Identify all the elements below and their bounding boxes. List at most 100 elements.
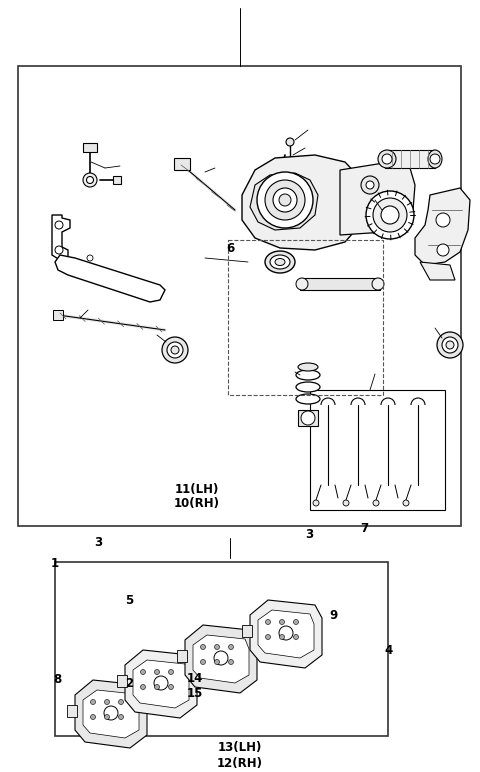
- Circle shape: [105, 699, 109, 705]
- Bar: [385, 150, 435, 168]
- Text: 7: 7: [361, 523, 369, 535]
- Polygon shape: [415, 188, 470, 265]
- Circle shape: [215, 645, 219, 649]
- Circle shape: [442, 337, 458, 353]
- Circle shape: [286, 138, 294, 146]
- Polygon shape: [133, 660, 189, 708]
- Circle shape: [91, 715, 96, 720]
- Circle shape: [168, 669, 173, 675]
- Polygon shape: [340, 162, 415, 235]
- Circle shape: [293, 619, 299, 625]
- Circle shape: [293, 635, 299, 639]
- Circle shape: [382, 154, 392, 164]
- Circle shape: [279, 635, 285, 639]
- Circle shape: [279, 194, 291, 206]
- Circle shape: [214, 651, 228, 665]
- Circle shape: [279, 626, 293, 640]
- Circle shape: [162, 337, 188, 363]
- Circle shape: [228, 645, 233, 649]
- Circle shape: [228, 659, 233, 665]
- Circle shape: [372, 278, 384, 290]
- Text: 10(RH): 10(RH): [174, 497, 220, 510]
- Circle shape: [430, 154, 440, 164]
- Circle shape: [104, 706, 118, 720]
- Circle shape: [366, 181, 374, 189]
- Bar: [83, 143, 97, 152]
- Circle shape: [265, 619, 271, 625]
- Bar: [177, 650, 187, 662]
- Circle shape: [167, 342, 183, 358]
- Bar: [276, 178, 284, 184]
- Ellipse shape: [428, 150, 442, 168]
- Circle shape: [171, 346, 179, 354]
- Circle shape: [201, 645, 205, 649]
- Text: 12(RH): 12(RH): [217, 757, 263, 770]
- Ellipse shape: [296, 394, 320, 404]
- Circle shape: [155, 669, 159, 675]
- Circle shape: [437, 332, 463, 358]
- Circle shape: [265, 180, 305, 220]
- Circle shape: [275, 170, 285, 180]
- Circle shape: [382, 215, 388, 221]
- Polygon shape: [250, 600, 322, 668]
- Bar: [287, 162, 293, 166]
- Circle shape: [87, 255, 93, 261]
- Circle shape: [141, 669, 145, 675]
- Circle shape: [155, 685, 159, 689]
- Text: 2: 2: [126, 677, 133, 689]
- Bar: [242, 625, 252, 637]
- Text: 11(LH): 11(LH): [175, 483, 219, 496]
- Circle shape: [141, 685, 145, 689]
- Text: 13(LH): 13(LH): [218, 741, 262, 754]
- Text: 3: 3: [95, 537, 102, 549]
- Circle shape: [381, 206, 399, 224]
- Bar: [298, 410, 318, 426]
- Text: 14: 14: [186, 672, 203, 685]
- Text: 3: 3: [306, 529, 313, 541]
- Bar: [300, 278, 380, 290]
- Bar: [310, 390, 445, 510]
- Circle shape: [154, 676, 168, 690]
- Ellipse shape: [296, 370, 320, 380]
- Circle shape: [273, 188, 297, 212]
- Circle shape: [86, 177, 94, 184]
- Ellipse shape: [265, 251, 295, 273]
- Text: 5: 5: [125, 594, 134, 607]
- Circle shape: [91, 699, 96, 705]
- Circle shape: [55, 246, 63, 254]
- Polygon shape: [125, 650, 197, 718]
- Polygon shape: [185, 625, 257, 693]
- Circle shape: [373, 500, 379, 506]
- Circle shape: [201, 659, 205, 665]
- Circle shape: [257, 172, 313, 228]
- Polygon shape: [242, 155, 365, 250]
- Bar: [174, 158, 190, 170]
- Circle shape: [119, 699, 123, 705]
- Polygon shape: [55, 255, 165, 302]
- Polygon shape: [193, 635, 249, 683]
- Circle shape: [83, 173, 97, 187]
- Bar: [67, 705, 77, 717]
- Circle shape: [313, 500, 319, 506]
- Circle shape: [55, 221, 63, 229]
- Bar: [55, 562, 388, 736]
- Bar: [113, 176, 121, 184]
- Text: 1: 1: [51, 557, 59, 570]
- Ellipse shape: [296, 382, 320, 392]
- Text: 8: 8: [53, 673, 62, 686]
- Bar: [53, 310, 63, 320]
- Circle shape: [437, 244, 449, 256]
- Circle shape: [301, 411, 315, 425]
- Circle shape: [446, 341, 454, 349]
- Circle shape: [361, 176, 379, 194]
- Ellipse shape: [298, 363, 318, 371]
- Bar: [18, 66, 461, 526]
- Circle shape: [373, 198, 407, 232]
- Circle shape: [105, 715, 109, 720]
- Text: 9: 9: [329, 609, 338, 621]
- Ellipse shape: [270, 255, 290, 269]
- Circle shape: [378, 150, 396, 168]
- Circle shape: [296, 278, 308, 290]
- Polygon shape: [52, 215, 70, 260]
- Bar: [117, 675, 127, 687]
